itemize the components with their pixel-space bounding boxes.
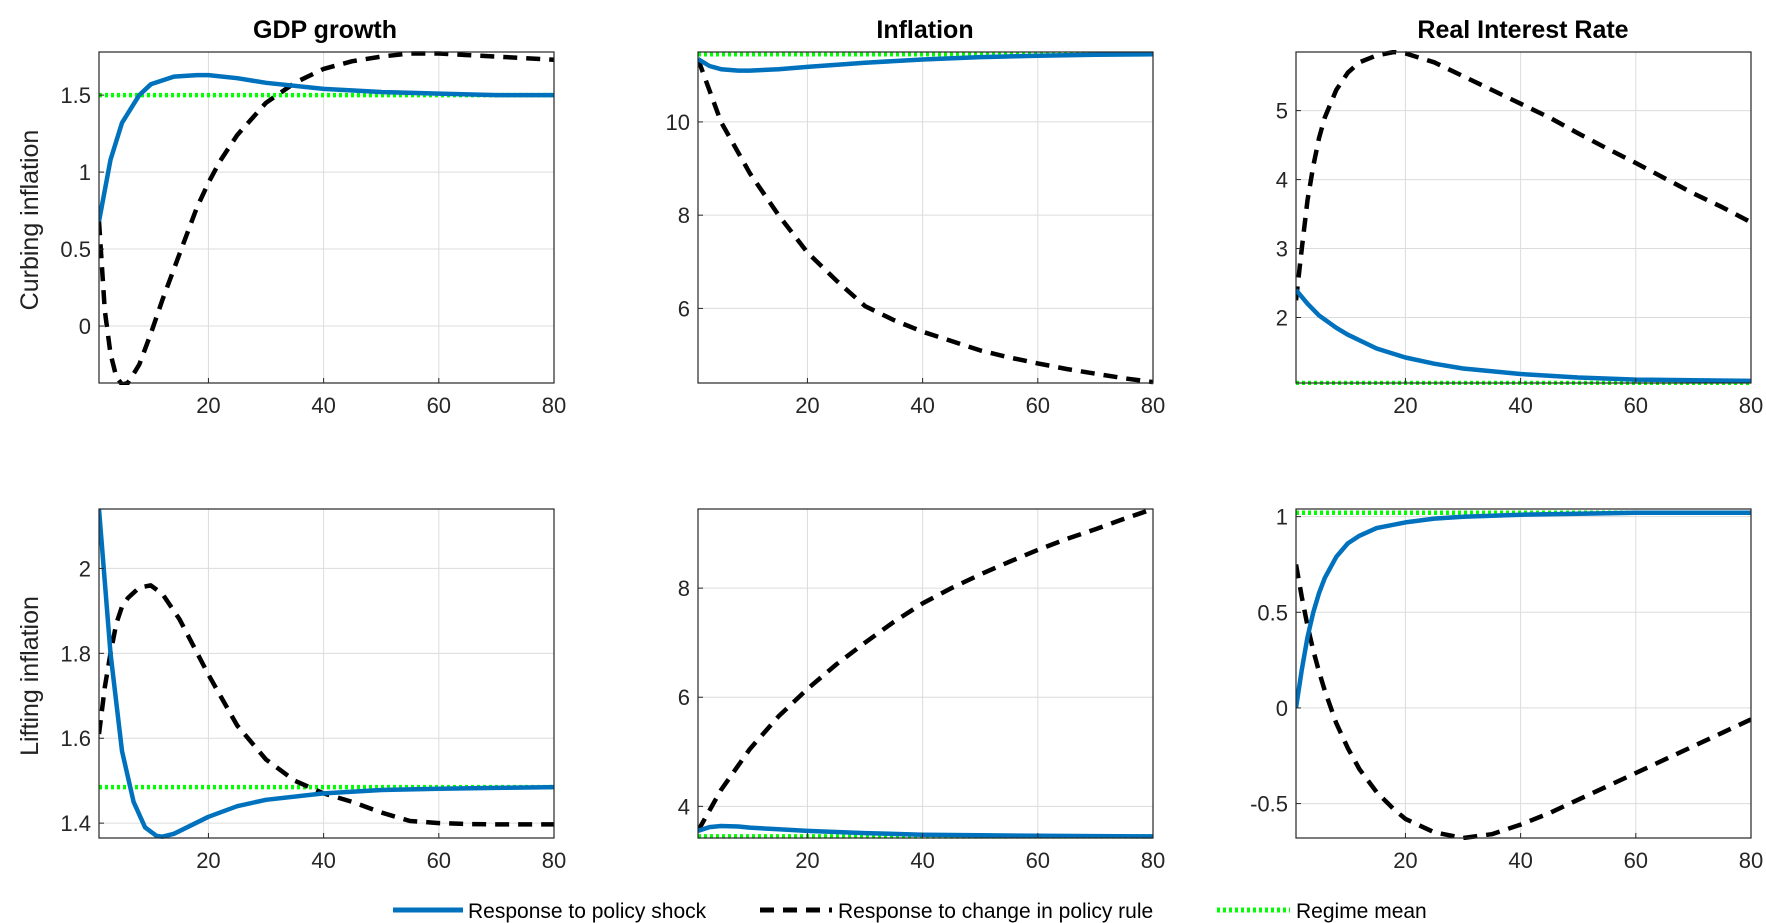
series-line-policy-rule [698, 58, 1153, 385]
series-line-policy-shock [99, 508, 554, 839]
panel-real-rate-curbing: 20 40 60 80 2 3 4 5 [1276, 50, 1763, 418]
column-title-real-interest-rate: Real Interest Rate [1417, 16, 1628, 44]
panel-inflation-lifting: 20 40 60 80 4 6 8 [678, 507, 1165, 873]
axes-box [1295, 51, 1752, 384]
x-tick-label: 60 [1624, 393, 1648, 418]
x-tick-label: 20 [795, 848, 819, 873]
x-tick-label: 80 [1141, 393, 1165, 418]
legend-label-policy-rule: Response to change in policy rule [838, 900, 1153, 923]
axes-box [697, 508, 1154, 839]
panel-gdp-curbing: 20 40 60 80 0 0.5 1 1.5 [60, 51, 566, 418]
legend: Response to policy shock Response to cha… [393, 900, 1427, 923]
panel-inflation-curbing: 20 40 60 80 6 8 10 [666, 51, 1165, 418]
y-tick-label: 1 [1276, 505, 1288, 530]
x-tick-label: 40 [311, 393, 335, 418]
x-tick-label: 20 [196, 393, 220, 418]
x-tick-label: 80 [542, 393, 566, 418]
x-tick-label: 20 [1393, 848, 1417, 873]
axes-box [98, 508, 555, 839]
x-tick-label: 60 [1624, 848, 1648, 873]
series-line-policy-rule [99, 51, 554, 385]
series-line-policy-rule [1296, 564, 1751, 840]
x-tick-label: 20 [1393, 393, 1417, 418]
legend-label-policy-shock: Response to policy shock [468, 900, 707, 923]
x-tick-label: 80 [1739, 393, 1763, 418]
x-tick-label: 20 [196, 848, 220, 873]
series-line-policy-shock [698, 52, 1153, 73]
series-line-policy-shock [1296, 288, 1751, 384]
y-tick-label: 2 [1276, 305, 1288, 330]
x-tick-label: 80 [1739, 848, 1763, 873]
panel-gdp-lifting: 20 40 60 80 1.4 1.6 1.8 2 [60, 508, 566, 873]
y-tick-label: 10 [666, 110, 690, 135]
row-label-curbing-inflation: Curbing inflation [16, 130, 44, 311]
legend-label-regime-mean: Regime mean [1296, 900, 1427, 923]
y-tick-label: 0 [79, 314, 91, 339]
column-title-gdp-growth: GDP growth [253, 16, 397, 44]
y-tick-label: 4 [1276, 168, 1288, 193]
y-tick-label: 2 [79, 556, 91, 581]
x-tick-label: 60 [1026, 393, 1050, 418]
y-tick-label: 6 [678, 296, 690, 321]
panel-real-rate-lifting: 20 40 60 80 -0.5 0 0.5 1 [1250, 505, 1763, 873]
y-tick-label: 0 [1276, 696, 1288, 721]
y-tick-label: 0.5 [1257, 600, 1288, 625]
y-tick-label: -0.5 [1250, 792, 1288, 817]
y-tick-label: 1.4 [60, 811, 91, 836]
series-line-policy-shock [1296, 510, 1751, 709]
y-tick-label: 4 [678, 794, 690, 819]
axes-box [98, 51, 555, 384]
y-tick-label: 1.6 [60, 726, 91, 751]
y-tick-label: 0.5 [60, 237, 91, 262]
y-tick-label: 6 [678, 685, 690, 710]
x-tick-label: 80 [542, 848, 566, 873]
x-tick-label: 40 [311, 848, 335, 873]
series-line-policy-rule [99, 583, 554, 827]
y-tick-label: 3 [1276, 237, 1288, 262]
axes-box [697, 51, 1154, 384]
y-tick-label: 8 [678, 203, 690, 228]
x-tick-label: 40 [910, 393, 934, 418]
series-line-policy-rule [698, 507, 1153, 833]
x-tick-label: 60 [1026, 848, 1050, 873]
series-line-policy-rule [1296, 50, 1751, 301]
y-tick-label: 1 [79, 160, 91, 185]
series-line-policy-shock [99, 72, 554, 222]
y-tick-label: 5 [1276, 99, 1288, 124]
x-tick-label: 60 [427, 848, 451, 873]
y-tick-label: 8 [678, 576, 690, 601]
x-tick-label: 40 [1508, 848, 1532, 873]
x-tick-label: 80 [1141, 848, 1165, 873]
axes-box [1295, 508, 1752, 839]
column-title-inflation: Inflation [876, 16, 973, 44]
x-tick-label: 40 [910, 848, 934, 873]
y-tick-label: 1.5 [60, 83, 91, 108]
x-tick-label: 40 [1508, 393, 1532, 418]
y-tick-label: 1.8 [60, 641, 91, 666]
x-tick-label: 60 [427, 393, 451, 418]
x-tick-label: 20 [795, 393, 819, 418]
row-label-lifting-inflation: Lifting inflation [16, 596, 44, 756]
